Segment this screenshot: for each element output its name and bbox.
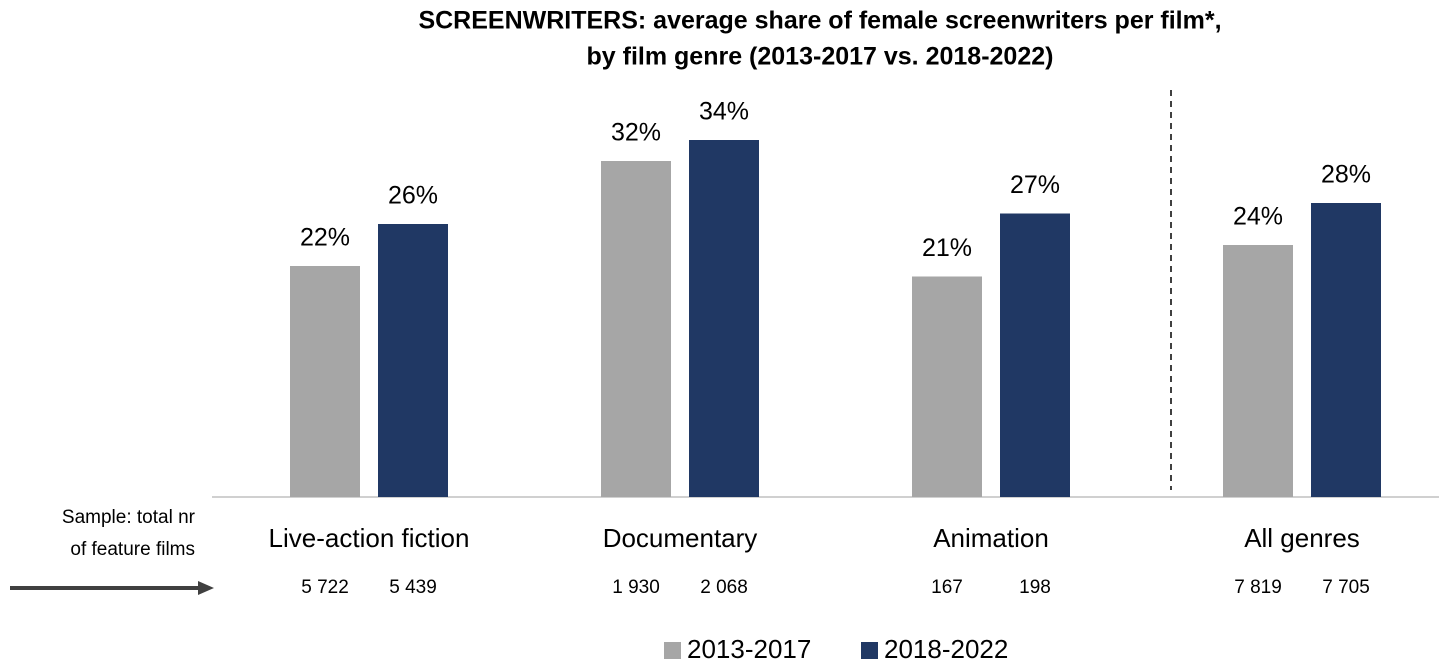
x-tick-label: Documentary <box>603 523 758 553</box>
sample-count: 7 819 <box>1234 577 1282 598</box>
bar <box>1223 245 1293 497</box>
legend-swatch <box>664 642 681 659</box>
chart-title: SCREENWRITERS: average share of female s… <box>418 7 1221 35</box>
sample-count: 1 930 <box>612 577 660 598</box>
arrow-head <box>198 581 214 595</box>
sample-count: 5 722 <box>301 577 349 598</box>
sample-label: Sample: total nr <box>62 507 196 528</box>
data-label: 26% <box>388 182 438 210</box>
bar <box>290 266 360 497</box>
data-label: 27% <box>1010 171 1060 199</box>
chart-title: by film genre (2013-2017 vs. 2018-2022) <box>587 43 1054 71</box>
x-tick-label: Animation <box>933 523 1049 553</box>
data-label: 32% <box>611 119 661 147</box>
bar <box>1000 213 1070 497</box>
bar <box>912 276 982 497</box>
data-label: 22% <box>300 224 350 252</box>
bar <box>1311 203 1381 497</box>
sample-count: 167 <box>931 577 963 598</box>
legend-label: 2013-2017 <box>687 634 811 663</box>
data-label: 21% <box>922 234 972 262</box>
x-tick-label: All genres <box>1244 523 1360 553</box>
x-tick-label: Live-action fiction <box>269 523 470 553</box>
legend-label: 2018-2022 <box>884 634 1008 663</box>
data-label: 34% <box>699 98 749 126</box>
sample-label: of feature films <box>70 539 195 560</box>
data-label: 24% <box>1233 203 1283 231</box>
bar <box>689 140 759 497</box>
sample-count: 198 <box>1019 577 1051 598</box>
sample-count: 7 705 <box>1322 577 1370 598</box>
bar <box>378 224 448 497</box>
data-label: 28% <box>1321 161 1371 189</box>
bar <box>601 161 671 497</box>
sample-count: 5 439 <box>389 577 437 598</box>
legend-swatch <box>861 642 878 659</box>
sample-count: 2 068 <box>700 577 748 598</box>
